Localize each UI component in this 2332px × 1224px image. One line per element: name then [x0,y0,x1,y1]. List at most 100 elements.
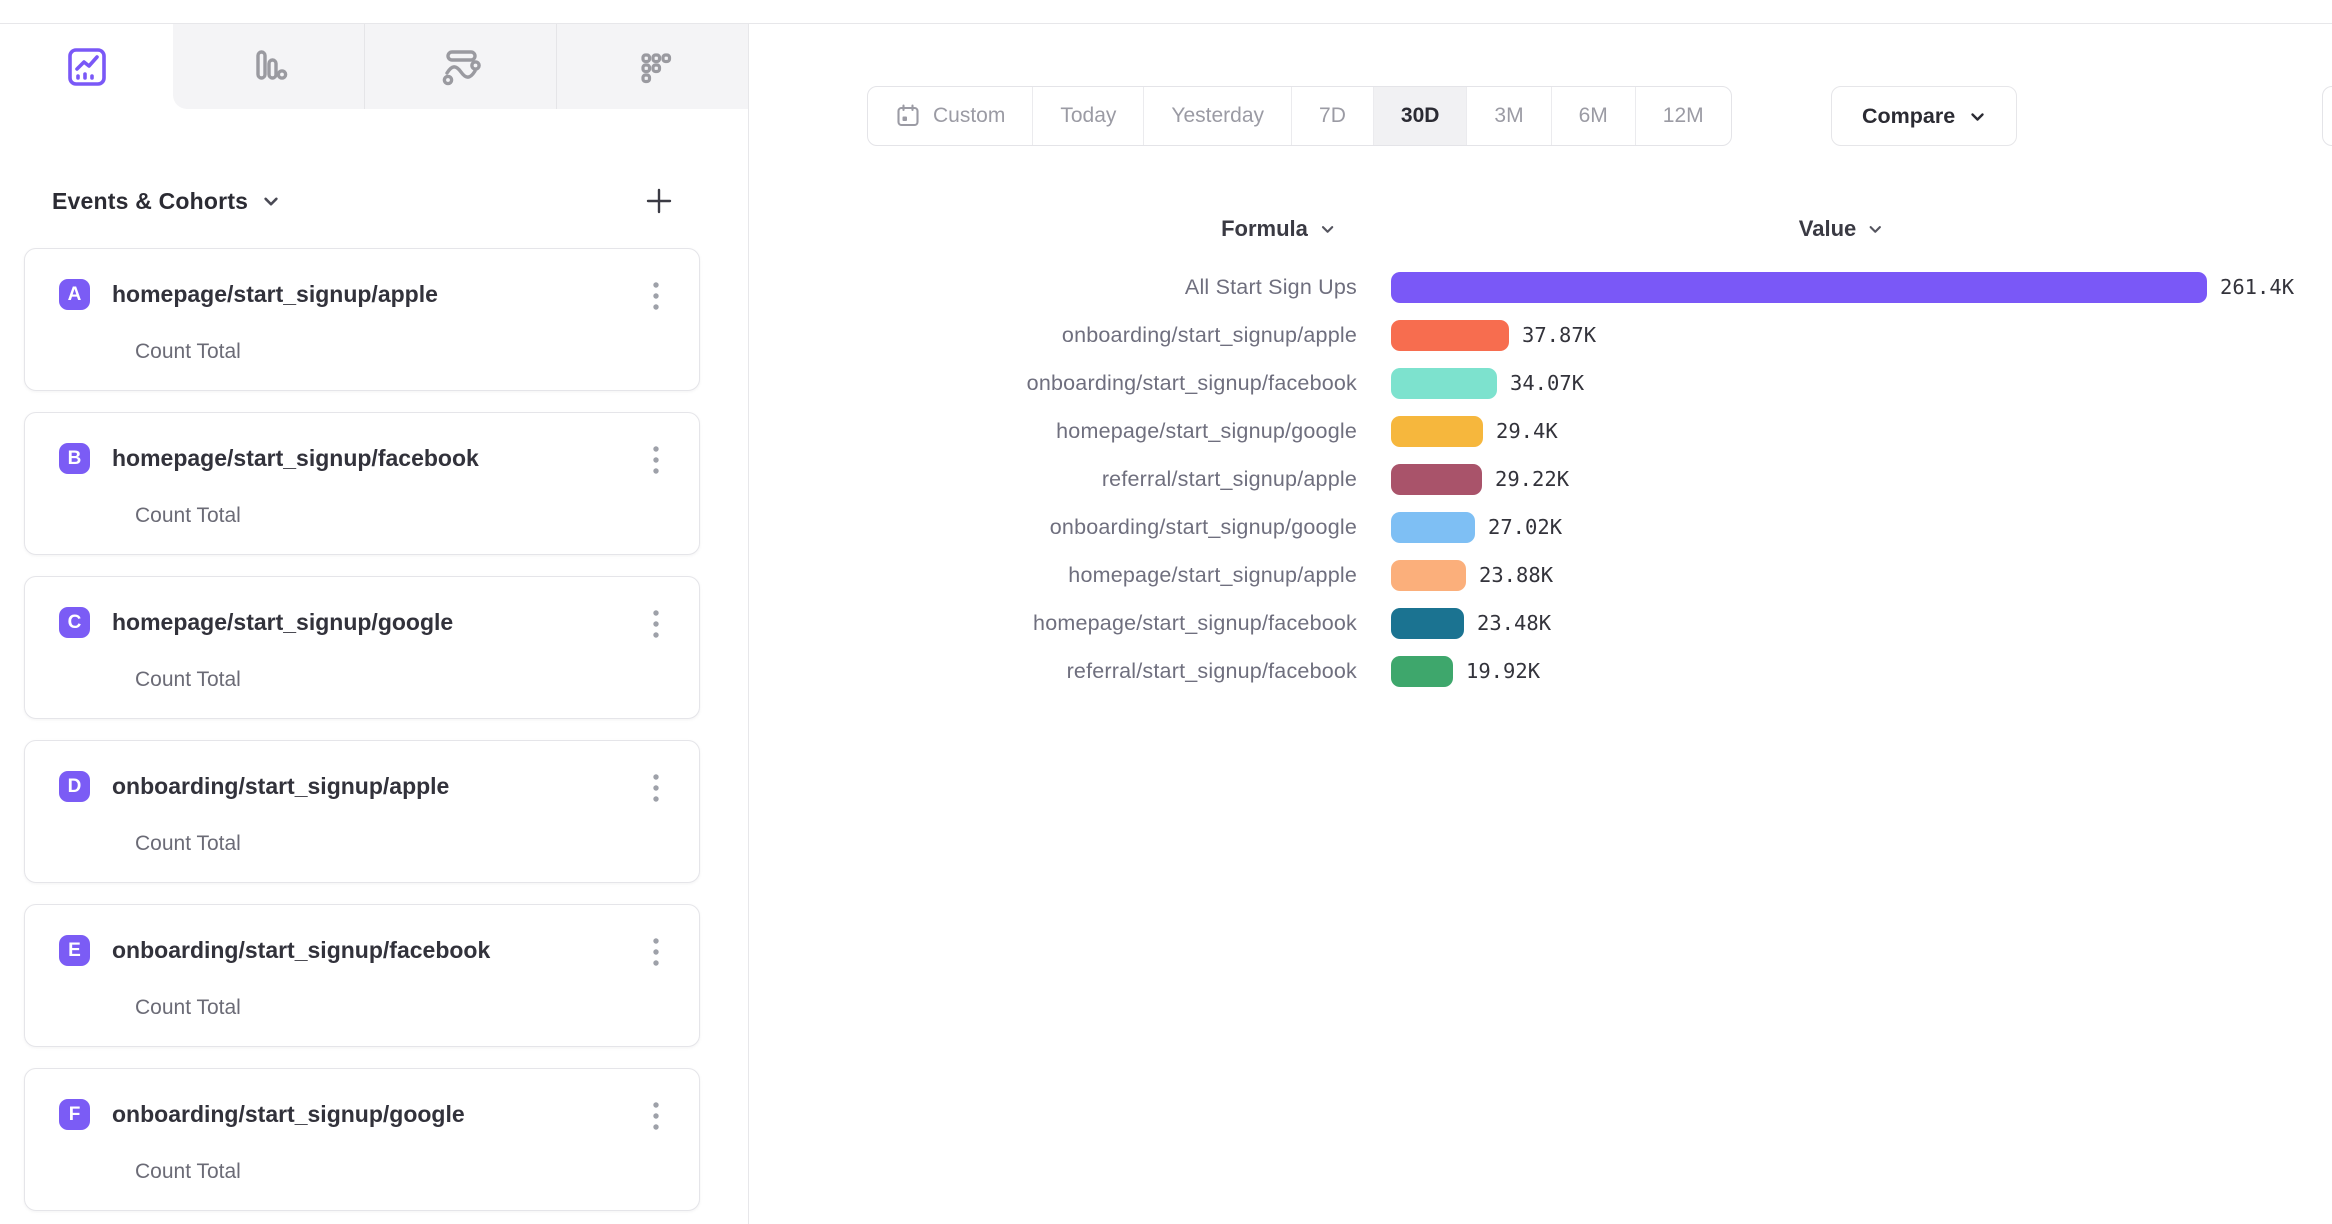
chart-bar[interactable] [1391,655,1453,687]
chart-row-label: onboarding/start_signup/apple [1061,322,1357,347]
chart-bar-value: 23.48K [1477,611,1552,635]
chart-row: onboarding/start_signup/apple 37.87K [900,311,2320,359]
date-range-segment[interactable]: 30D [1372,87,1467,145]
calendar-icon [895,103,921,129]
event-name: onboarding/start_signup/apple [112,773,450,799]
event-letter-badge: B [59,443,90,474]
chart-row: homepage/start_signup/apple 23.88K [900,551,2320,599]
event-card-top: C homepage/start_signup/google [59,607,453,638]
event-name: homepage/start_signup/apple [112,281,438,307]
sidebar-divider [748,24,749,1224]
event-letter-badge: D [59,771,90,802]
chart-row: referral/start_signup/facebook 19.92K [900,647,2320,695]
tab-bar-chart[interactable] [173,24,364,109]
chart-bar[interactable] [1391,559,1466,591]
value-header-label: Value [1798,216,1857,241]
chart-row-label: onboarding/start_signup/google [1049,514,1357,539]
event-card-top: B homepage/start_signup/facebook [59,443,479,474]
date-range-segment[interactable]: 12M [1634,87,1731,145]
line-chart-icon [63,43,111,91]
event-card[interactable]: A homepage/start_signup/apple Count Tota… [24,248,700,391]
event-letter-badge: E [59,935,90,966]
chart-type-tabstrip [173,24,748,109]
date-range-label: Today [1060,104,1117,127]
chart-bar[interactable] [1391,415,1483,447]
date-range-segment[interactable]: Custom [868,87,1032,145]
edge-clipped-button[interactable] [2322,86,2332,146]
event-card[interactable]: F onboarding/start_signup/google Count T… [24,1068,700,1211]
date-range-control: Custom Today [867,86,1732,146]
date-range-segment[interactable]: Today [1032,87,1143,145]
chart-bar[interactable] [1391,463,1482,495]
event-card[interactable]: C homepage/start_signup/google Count Tot… [24,576,700,719]
event-card[interactable]: D onboarding/start_signup/apple Count To… [24,740,700,883]
chart-bar-zone: 34.07K [1391,367,2320,399]
kebab-menu-icon[interactable] [643,609,669,639]
chart-bar-zone: 29.22K [1391,463,2320,495]
chevron-down-icon [1969,110,1986,123]
chart-bar-zone: 23.88K [1391,559,2320,591]
event-list: A homepage/start_signup/apple Count Tota… [24,248,700,1211]
kebab-menu-icon[interactable] [643,445,669,475]
kebab-menu-icon[interactable] [643,937,669,967]
chart-bar-value: 27.02K [1488,515,1563,539]
horizontal-bar-chart: All Start Sign Ups 261.4K onboarding/sta… [900,263,2320,695]
formula-column-header[interactable]: Formula [1221,212,1335,246]
kebab-menu-icon[interactable] [643,281,669,311]
date-range-segment[interactable]: 6M [1550,87,1635,145]
tab-insights[interactable] [0,24,173,109]
chart-bar[interactable] [1391,367,1497,399]
chart-bar[interactable] [1391,271,2207,303]
date-range-label: Yesterday [1171,104,1265,127]
events-cohorts-header: Events & Cohorts [52,178,700,224]
chart-row-label: homepage/start_signup/google [1056,418,1357,443]
chart-row: referral/start_signup/apple 29.22K [900,455,2320,503]
event-card-top: D onboarding/start_signup/apple [59,771,449,802]
flow-icon [437,43,485,91]
chart-bar-value: 34.07K [1510,371,1585,395]
event-name: onboarding/start_signup/google [112,1101,465,1127]
chart-bar-value: 29.22K [1495,467,1570,491]
chart-bar[interactable] [1391,319,1509,351]
event-metric[interactable]: Count Total [135,1160,241,1183]
tab-flows[interactable] [364,24,556,109]
chart-bar[interactable] [1391,607,1464,639]
kebab-menu-icon[interactable] [643,1101,669,1131]
event-metric[interactable]: Count Total [135,504,241,527]
event-letter-badge: A [59,279,90,310]
chart-bar-zone: 19.92K [1391,655,2320,687]
compare-label: Compare [1862,103,1956,128]
add-event-button[interactable] [640,182,678,220]
chart-bar[interactable] [1391,511,1475,543]
chart-row-label: homepage/start_signup/facebook [1033,610,1357,635]
tab-retention[interactable] [556,24,748,109]
chart-row-label: referral/start_signup/facebook [1066,658,1357,683]
event-metric[interactable]: Count Total [135,668,241,691]
date-range-label: 12M [1662,104,1704,127]
chart-bar-value: 29.4K [1496,419,1558,443]
chart-row-label: All Start Sign Ups [1184,274,1357,299]
formula-header-label: Formula [1221,216,1308,241]
kebab-menu-icon[interactable] [643,773,669,803]
event-metric[interactable]: Count Total [135,340,241,363]
date-range-segment[interactable]: Yesterday [1143,87,1291,145]
event-card-top: A homepage/start_signup/apple [59,279,438,310]
chart-row: homepage/start_signup/facebook 23.48K [900,599,2320,647]
compare-button[interactable]: Compare [1831,86,2018,146]
event-metric[interactable]: Count Total [135,996,241,1019]
retention-grid-icon [629,43,677,91]
event-metric[interactable]: Count Total [135,832,241,855]
chart-row: All Start Sign Ups 261.4K [900,263,2320,311]
value-column-header[interactable]: Value [1799,212,1883,246]
date-range-label: 7D [1319,104,1346,127]
date-range-segment[interactable]: 7D [1291,87,1373,145]
event-card[interactable]: B homepage/start_signup/facebook Count T… [24,412,700,555]
event-card[interactable]: E onboarding/start_signup/facebook Count… [24,904,700,1047]
event-card-top: E onboarding/start_signup/facebook [59,935,490,966]
date-range-label: 3M [1494,104,1524,127]
event-letter-badge: F [59,1099,90,1130]
date-range-segment[interactable]: 3M [1466,87,1550,145]
chart-row-label: homepage/start_signup/apple [1068,562,1357,587]
events-cohorts-title[interactable]: Events & Cohorts [52,187,249,214]
